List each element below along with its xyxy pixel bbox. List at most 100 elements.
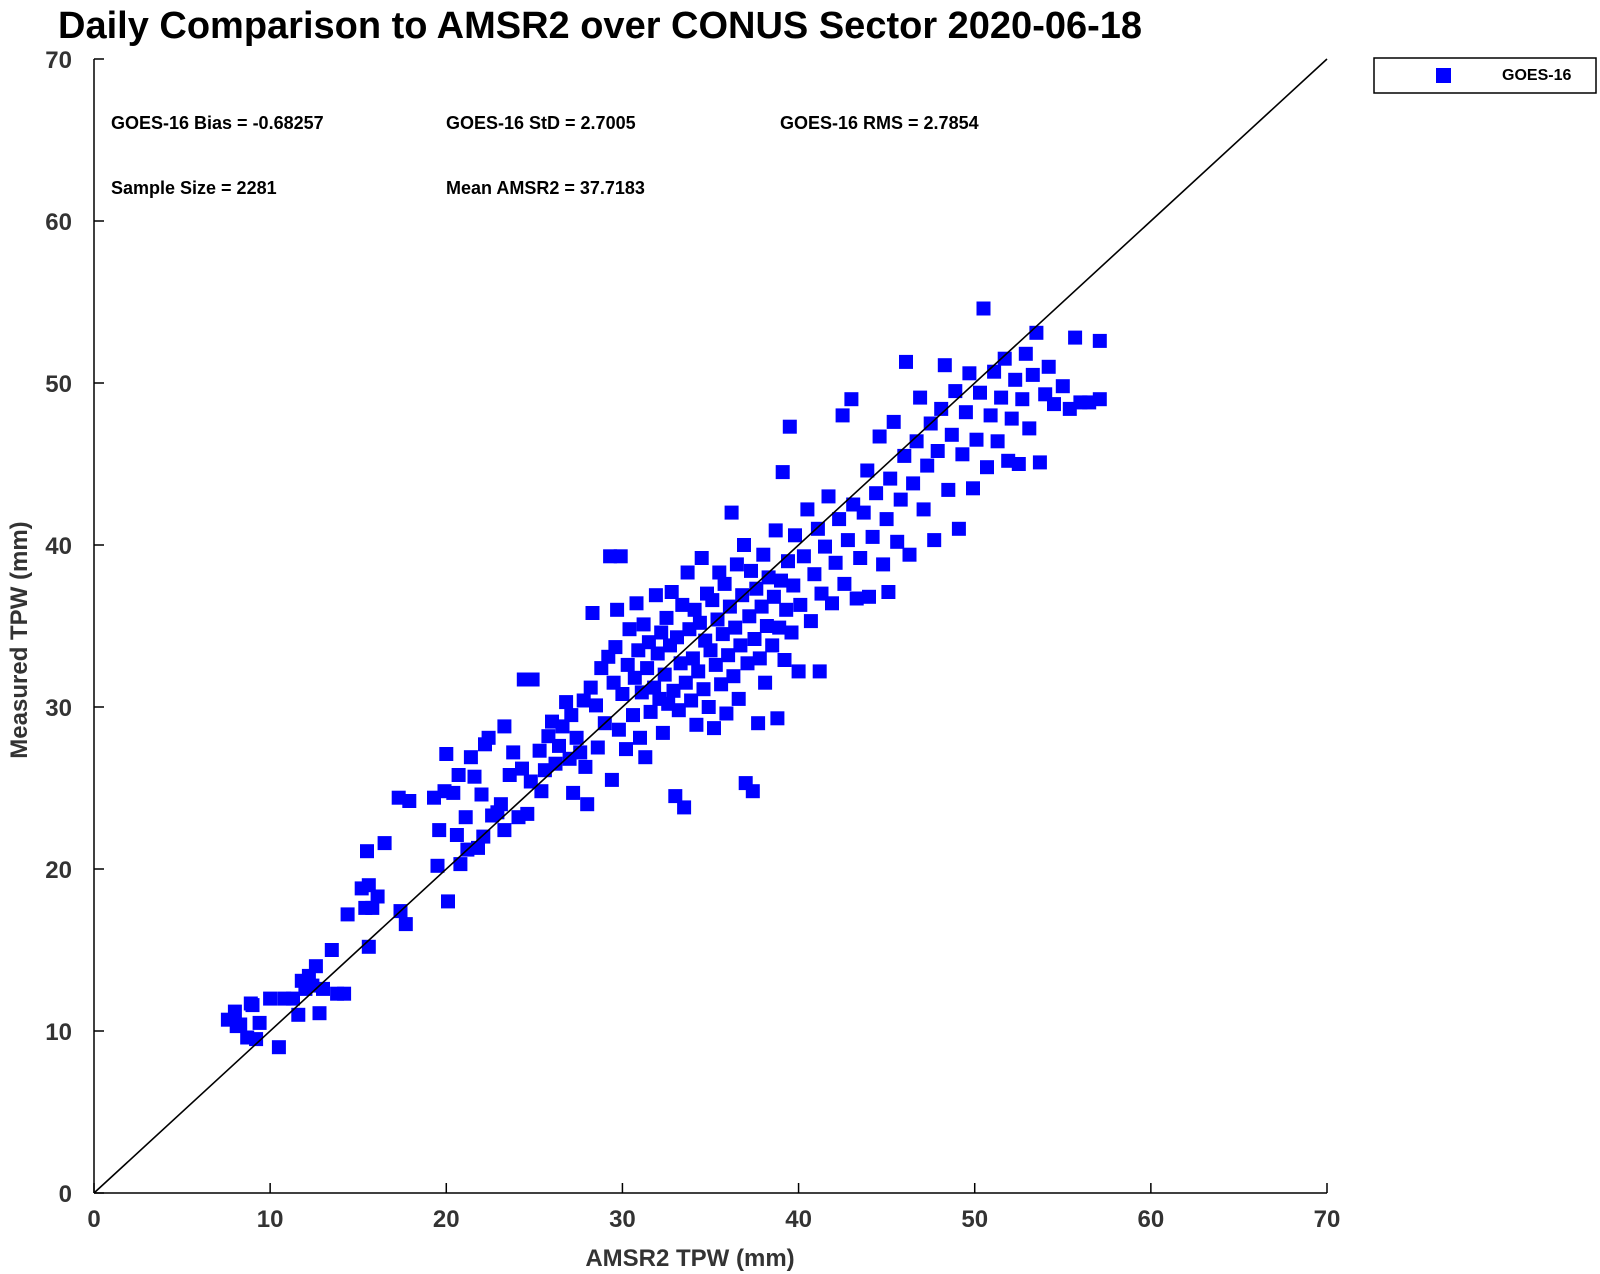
data-point-goes16	[902, 547, 917, 562]
data-point-goes16	[707, 721, 721, 736]
legend-entry-goes16: GOES-16	[1502, 67, 1571, 84]
data-point-goes16	[337, 986, 352, 1001]
x-tick-label: 10	[257, 1206, 284, 1233]
data-point-goes16	[453, 857, 468, 872]
chart-title: Daily Comparison to AMSR2 over CONUS Sec…	[58, 5, 1142, 47]
y-axis-label: Measured TPW (mm)	[6, 521, 33, 758]
data-point-goes16	[312, 1006, 327, 1021]
data-point-goes16	[980, 460, 994, 475]
data-point-goes16	[969, 432, 984, 447]
data-point-goes16	[791, 664, 806, 679]
data-point-goes16	[1025, 367, 1040, 382]
data-point-goes16	[608, 640, 623, 655]
data-point-goes16	[740, 656, 755, 671]
data-point-goes16	[391, 790, 406, 805]
data-point-goes16	[534, 784, 549, 799]
data-point-goes16	[564, 708, 579, 723]
data-point-goes16	[439, 747, 454, 761]
data-point-goes16	[788, 528, 802, 543]
y-tick-label: 50	[45, 371, 72, 398]
data-point-goes16	[784, 625, 799, 640]
data-point-goes16	[768, 523, 783, 538]
data-point-goes16	[677, 800, 692, 815]
data-point-goes16	[916, 502, 931, 517]
data-point-goes16	[619, 742, 633, 757]
data-point-goes16	[728, 620, 743, 635]
data-point-goes16	[747, 632, 762, 646]
data-point-goes16	[803, 614, 818, 629]
data-point-goes16	[853, 551, 868, 565]
data-point-goes16	[441, 894, 455, 909]
data-point-goes16	[876, 557, 891, 572]
data-point-goes16	[962, 366, 977, 381]
data-point-goes16	[927, 533, 942, 548]
data-point-goes16	[502, 768, 517, 782]
data-point-goes16	[655, 725, 670, 740]
data-point-goes16	[717, 576, 732, 591]
data-point-goes16	[1032, 455, 1047, 470]
y-tick-label: 10	[45, 1019, 72, 1046]
x-tick-label: 70	[1314, 1206, 1341, 1233]
data-point-goes16	[594, 661, 609, 676]
data-point-goes16	[578, 759, 593, 774]
data-point-goes16	[729, 557, 744, 572]
data-point-goes16	[566, 785, 581, 800]
data-point-goes16	[807, 567, 822, 582]
data-point-goes16	[229, 1019, 244, 1034]
data-point-goes16	[573, 745, 588, 760]
data-point-goes16	[782, 419, 797, 434]
data-point-goes16	[398, 917, 413, 932]
data-point-goes16	[1018, 346, 1033, 361]
data-point-goes16	[361, 878, 376, 893]
data-point-goes16	[701, 700, 716, 714]
data-point-goes16	[471, 840, 485, 855]
data-point-goes16	[840, 533, 855, 548]
data-point-goes16	[810, 521, 825, 536]
data-point-goes16	[1008, 372, 1023, 387]
data-point-goes16	[862, 589, 876, 604]
data-point-goes16	[793, 597, 808, 612]
data-point-goes16	[1047, 397, 1061, 412]
data-point-goes16	[692, 615, 707, 630]
statistics-annotations: GOES-16 Bias = -0.68257 GOES-16 StD = 2.…	[111, 113, 979, 198]
data-point-goes16	[779, 602, 794, 617]
data-point-goes16	[913, 390, 928, 405]
data-point-goes16	[569, 730, 584, 745]
data-point-goes16	[705, 593, 720, 608]
data-point-goes16	[446, 785, 461, 800]
data-point-goes16	[613, 549, 628, 564]
data-point-goes16	[481, 730, 496, 745]
data-point-goes16	[994, 390, 1009, 405]
data-point-goes16	[432, 823, 447, 838]
data-point-goes16	[1015, 392, 1030, 407]
legend-swatch-square-icon	[1436, 68, 1451, 83]
data-point-goes16	[865, 529, 880, 544]
data-point-goes16	[589, 698, 603, 713]
data-point-goes16	[689, 717, 704, 732]
data-point-goes16	[832, 512, 847, 527]
data-point-goes16	[715, 627, 730, 642]
legend: GOES-16	[1373, 57, 1597, 94]
data-point-goes16	[497, 823, 512, 838]
data-point-goes16	[749, 581, 764, 596]
legend-box	[1373, 57, 1597, 94]
y-tick-label: 60	[45, 209, 72, 236]
y-ticks: 0 10 20 30 40 50 60 70	[45, 47, 104, 1208]
data-point-goes16	[532, 743, 547, 758]
data-point-goes16	[370, 889, 385, 904]
data-point-goes16	[670, 630, 684, 645]
data-point-goes16	[920, 458, 935, 473]
y-tick-label: 30	[45, 695, 72, 722]
x-tick-label: 20	[433, 1206, 460, 1233]
data-point-goes16	[493, 797, 508, 812]
data-point-goes16	[881, 585, 896, 599]
data-point-goes16	[1011, 457, 1026, 471]
data-point-goes16	[634, 685, 649, 700]
data-point-goes16	[990, 434, 1005, 449]
data-point-goes16	[733, 638, 748, 653]
x-axis-label: AMSR2 TPW (mm)	[585, 1245, 794, 1272]
data-point-goes16	[966, 481, 980, 496]
data-point-goes16	[1055, 379, 1070, 394]
data-point-goes16	[606, 675, 621, 690]
data-point-goes16	[360, 844, 374, 859]
